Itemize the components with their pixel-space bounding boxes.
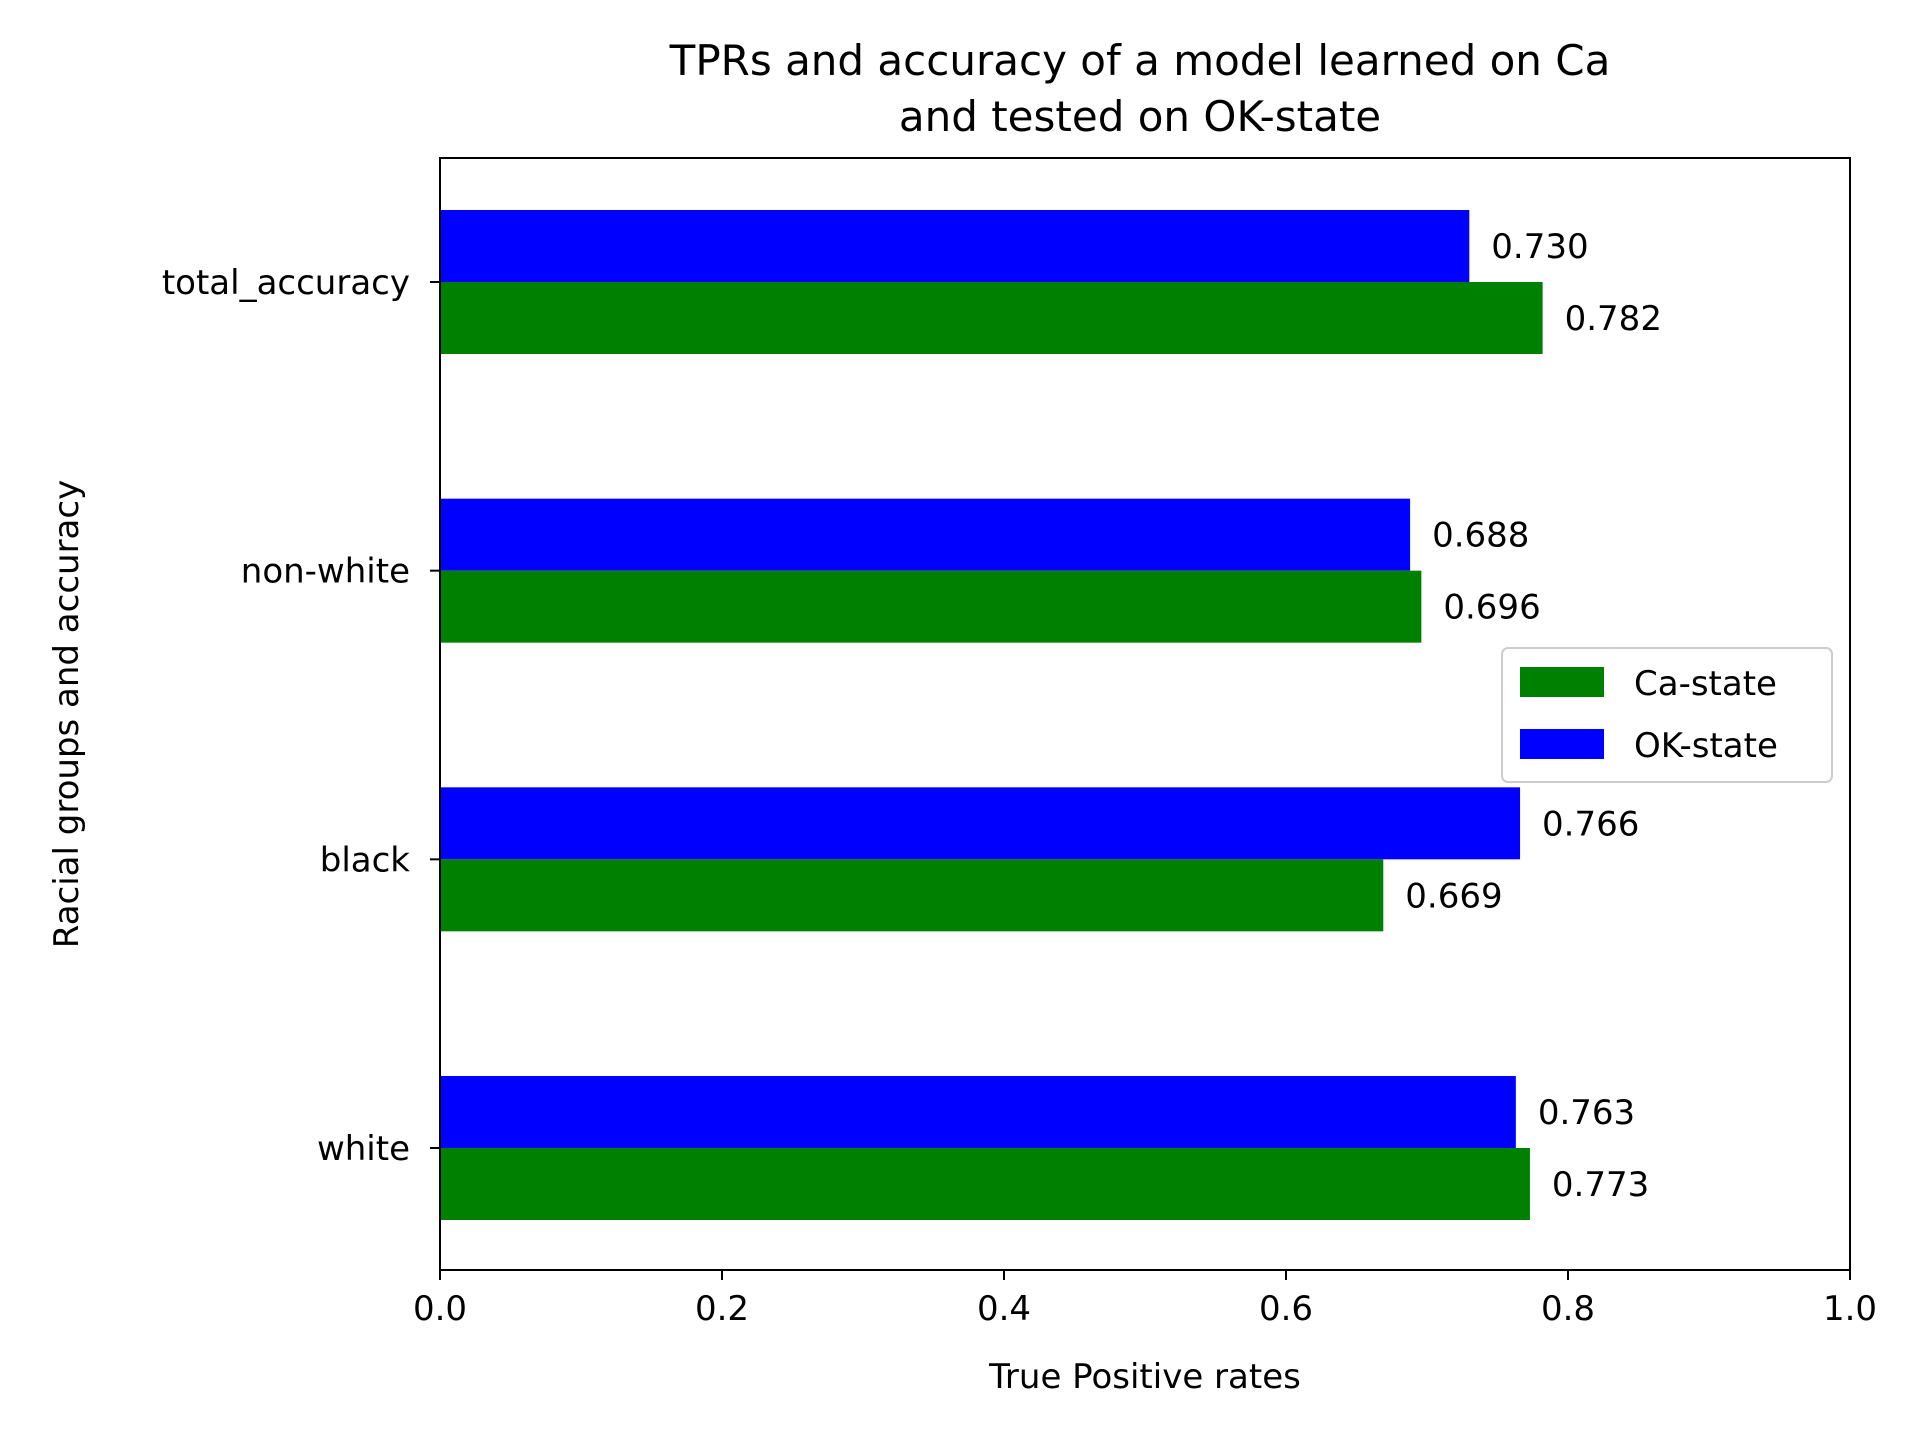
data-label-ca-state-black: 0.669 xyxy=(1405,876,1502,916)
data-label-ok-state-black: 0.766 xyxy=(1542,804,1639,844)
bar-ok-state-white xyxy=(440,1076,1516,1148)
y-axis-label: Racial groups and accuracy xyxy=(47,480,87,948)
x-tick-label: 0.0 xyxy=(413,1289,467,1329)
legend-label-ok-state: OK-state xyxy=(1634,726,1778,766)
legend-swatch-ca-state xyxy=(1520,667,1604,697)
bar-ca-state-non-white xyxy=(440,570,1422,643)
y-tick-label: non-white xyxy=(241,552,410,592)
x-tick-label: 0.6 xyxy=(1259,1289,1313,1329)
bar-ok-state-black xyxy=(440,787,1521,860)
bar-ca-state-total-accuracy xyxy=(440,282,1543,354)
bar-ca-state-black xyxy=(440,859,1384,932)
chart-title-line-2: and tested on OK-state xyxy=(899,92,1381,141)
data-label-ok-state-total-accuracy: 0.730 xyxy=(1491,227,1588,267)
data-labels-group: 0.763 0.773 0.766 0.669 0.688 0.696 0.730 0.782 xyxy=(1405,227,1662,1205)
bar-ok-state-non-white xyxy=(440,498,1411,571)
x-tick-label: 0.8 xyxy=(1541,1289,1595,1329)
legend-swatch-ok-state xyxy=(1520,729,1604,759)
data-label-ok-state-non-white: 0.688 xyxy=(1432,516,1529,556)
x-tick-label: 1.0 xyxy=(1823,1289,1877,1329)
chart-title: TPRs and accuracy of a model learned on … xyxy=(669,36,1611,141)
legend-label-ca-state: Ca-state xyxy=(1634,664,1777,704)
chart-title-line-1: TPRs and accuracy of a model learned on … xyxy=(669,36,1611,85)
legend: Ca-state OK-state xyxy=(1501,647,1833,783)
data-label-ca-state-white: 0.773 xyxy=(1552,1165,1649,1205)
y-tick-label: black xyxy=(320,840,411,880)
plot-area-frame xyxy=(439,157,1851,1271)
data-label-ok-state-white: 0.763 xyxy=(1538,1093,1635,1133)
y-tick-label: total_accuracy xyxy=(162,263,410,303)
y-tick-label: white xyxy=(317,1129,410,1169)
x-tick-label: 0.4 xyxy=(977,1289,1031,1329)
bars-group xyxy=(440,210,1543,1220)
x-tick-label: 0.2 xyxy=(695,1289,749,1329)
data-label-ca-state-total-accuracy: 0.782 xyxy=(1565,299,1662,339)
x-axis-ticks: 0.0 0.2 0.4 0.6 0.8 1.0 xyxy=(413,1270,1877,1329)
x-axis-label: True Positive rates xyxy=(988,1357,1301,1397)
bar-ok-state-total-accuracy xyxy=(440,210,1470,282)
y-axis-ticks: white black non-white total_accuracy xyxy=(162,263,440,1169)
data-label-ca-state-non-white: 0.696 xyxy=(1443,588,1540,628)
bar-ca-state-white xyxy=(440,1148,1530,1220)
